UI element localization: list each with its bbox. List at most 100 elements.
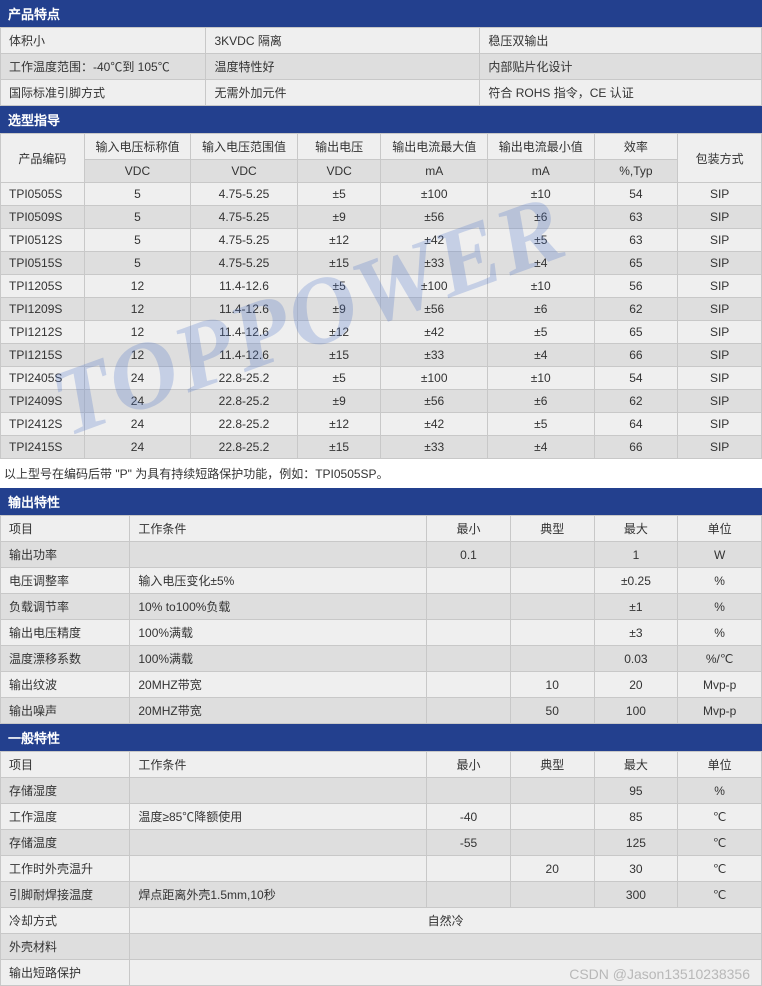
- selection-table: 产品编码输入电压标称值输入电压范围值输出电压输出电流最大值输出电流最小值效率包装…: [0, 133, 762, 459]
- table-cell: ±56: [381, 206, 488, 229]
- table-cell: TPI2415S: [1, 436, 85, 459]
- table-cell: 62: [594, 298, 678, 321]
- section-header-selection: 选型指导: [0, 106, 762, 133]
- table-cell: ℃: [678, 882, 762, 908]
- col-header: 输入电压范围值: [191, 134, 298, 160]
- table-cell: [427, 778, 511, 804]
- table-cell: 300: [594, 882, 678, 908]
- col-subheader: VDC: [191, 160, 298, 183]
- table-cell: ±100: [381, 367, 488, 390]
- table-cell: ±0.25: [594, 568, 678, 594]
- table-cell: 0.03: [594, 646, 678, 672]
- table-cell: 4.75-5.25: [191, 229, 298, 252]
- table-cell: ±42: [381, 321, 488, 344]
- table-cell: [427, 646, 511, 672]
- table-cell: 1: [594, 542, 678, 568]
- table-cell: %: [678, 594, 762, 620]
- table-cell: ±15: [297, 344, 381, 367]
- table-cell: SIP: [678, 229, 762, 252]
- table-cell: SIP: [678, 436, 762, 459]
- table-cell: 30: [594, 856, 678, 882]
- feature-cell: 国际标准引脚方式: [1, 80, 206, 106]
- table-cell: [510, 778, 594, 804]
- feature-cell: 工作温度范围：-40℃到 105℃: [1, 54, 206, 80]
- table-cell: ±9: [297, 206, 381, 229]
- table-cell: [130, 778, 427, 804]
- table-cell: [510, 542, 594, 568]
- table-cell: 22.8-25.2: [191, 390, 298, 413]
- table-cell: 输出短路保护: [1, 960, 130, 986]
- table-cell: ±4: [488, 436, 595, 459]
- table-cell: TPI0505S: [1, 183, 85, 206]
- table-cell: 负载调节率: [1, 594, 130, 620]
- table-cell: 输出噪声: [1, 698, 130, 724]
- table-cell: 11.4-12.6: [191, 275, 298, 298]
- table-cell: 100: [594, 698, 678, 724]
- table-cell: [427, 882, 511, 908]
- table-cell: %: [678, 620, 762, 646]
- table-cell: SIP: [678, 298, 762, 321]
- table-cell: [427, 672, 511, 698]
- table-cell: [130, 934, 762, 960]
- feature-cell: 稳压双输出: [480, 28, 762, 54]
- output-table: 项目工作条件最小典型最大单位输出功率0.11W电压调整率输入电压变化±5%±0.…: [0, 515, 762, 724]
- table-cell: [510, 830, 594, 856]
- table-cell: 5: [84, 183, 191, 206]
- table-cell: TPI1205S: [1, 275, 85, 298]
- table-cell: 66: [594, 436, 678, 459]
- col-header: 工作条件: [130, 752, 427, 778]
- table-cell: 12: [84, 298, 191, 321]
- table-cell: SIP: [678, 206, 762, 229]
- table-cell: 5: [84, 206, 191, 229]
- table-cell: [510, 882, 594, 908]
- table-cell: 输出功率: [1, 542, 130, 568]
- table-cell: ℃: [678, 804, 762, 830]
- col-header: 单位: [678, 752, 762, 778]
- table-cell: ±5: [297, 183, 381, 206]
- table-cell: SIP: [678, 252, 762, 275]
- table-cell: Mvp-p: [678, 672, 762, 698]
- table-cell: 12: [84, 275, 191, 298]
- table-cell: [510, 646, 594, 672]
- col-header: 最大: [594, 516, 678, 542]
- table-cell: [427, 594, 511, 620]
- table-cell: 冷却方式: [1, 908, 130, 934]
- table-cell: 12: [84, 321, 191, 344]
- table-cell: ±9: [297, 390, 381, 413]
- table-cell: 20MHZ带宽: [130, 698, 427, 724]
- table-cell: 11.4-12.6: [191, 344, 298, 367]
- table-cell: ±10: [488, 183, 595, 206]
- table-cell: ±3: [594, 620, 678, 646]
- table-cell: 10: [510, 672, 594, 698]
- col-header: 最大: [594, 752, 678, 778]
- table-cell: 工作时外壳温升: [1, 856, 130, 882]
- table-cell: ±33: [381, 252, 488, 275]
- section-header-general: 一般特性: [0, 724, 762, 751]
- table-cell: 12: [84, 344, 191, 367]
- table-cell: 54: [594, 367, 678, 390]
- table-cell: ±15: [297, 252, 381, 275]
- table-cell: TPI1209S: [1, 298, 85, 321]
- table-cell: -40: [427, 804, 511, 830]
- table-cell: ±42: [381, 413, 488, 436]
- table-cell: %/℃: [678, 646, 762, 672]
- table-cell: ±5: [488, 413, 595, 436]
- col-header: 输出电流最大值: [381, 134, 488, 160]
- section-header-output: 输出特性: [0, 488, 762, 515]
- table-cell: 100%满载: [130, 646, 427, 672]
- table-cell: -55: [427, 830, 511, 856]
- table-cell: 54: [594, 183, 678, 206]
- table-cell: ±42: [381, 229, 488, 252]
- table-cell: 22.8-25.2: [191, 367, 298, 390]
- table-cell: [510, 568, 594, 594]
- table-cell: 11.4-12.6: [191, 321, 298, 344]
- table-cell: ±6: [488, 206, 595, 229]
- feature-cell: 无需外加元件: [206, 80, 480, 106]
- col-header: 输出电压: [297, 134, 381, 160]
- table-cell: %: [678, 568, 762, 594]
- table-cell: 64: [594, 413, 678, 436]
- table-cell: TPI2405S: [1, 367, 85, 390]
- csdn-watermark: CSDN @Jason13510238356: [569, 966, 750, 982]
- table-cell: TPI0515S: [1, 252, 85, 275]
- table-cell: TPI0509S: [1, 206, 85, 229]
